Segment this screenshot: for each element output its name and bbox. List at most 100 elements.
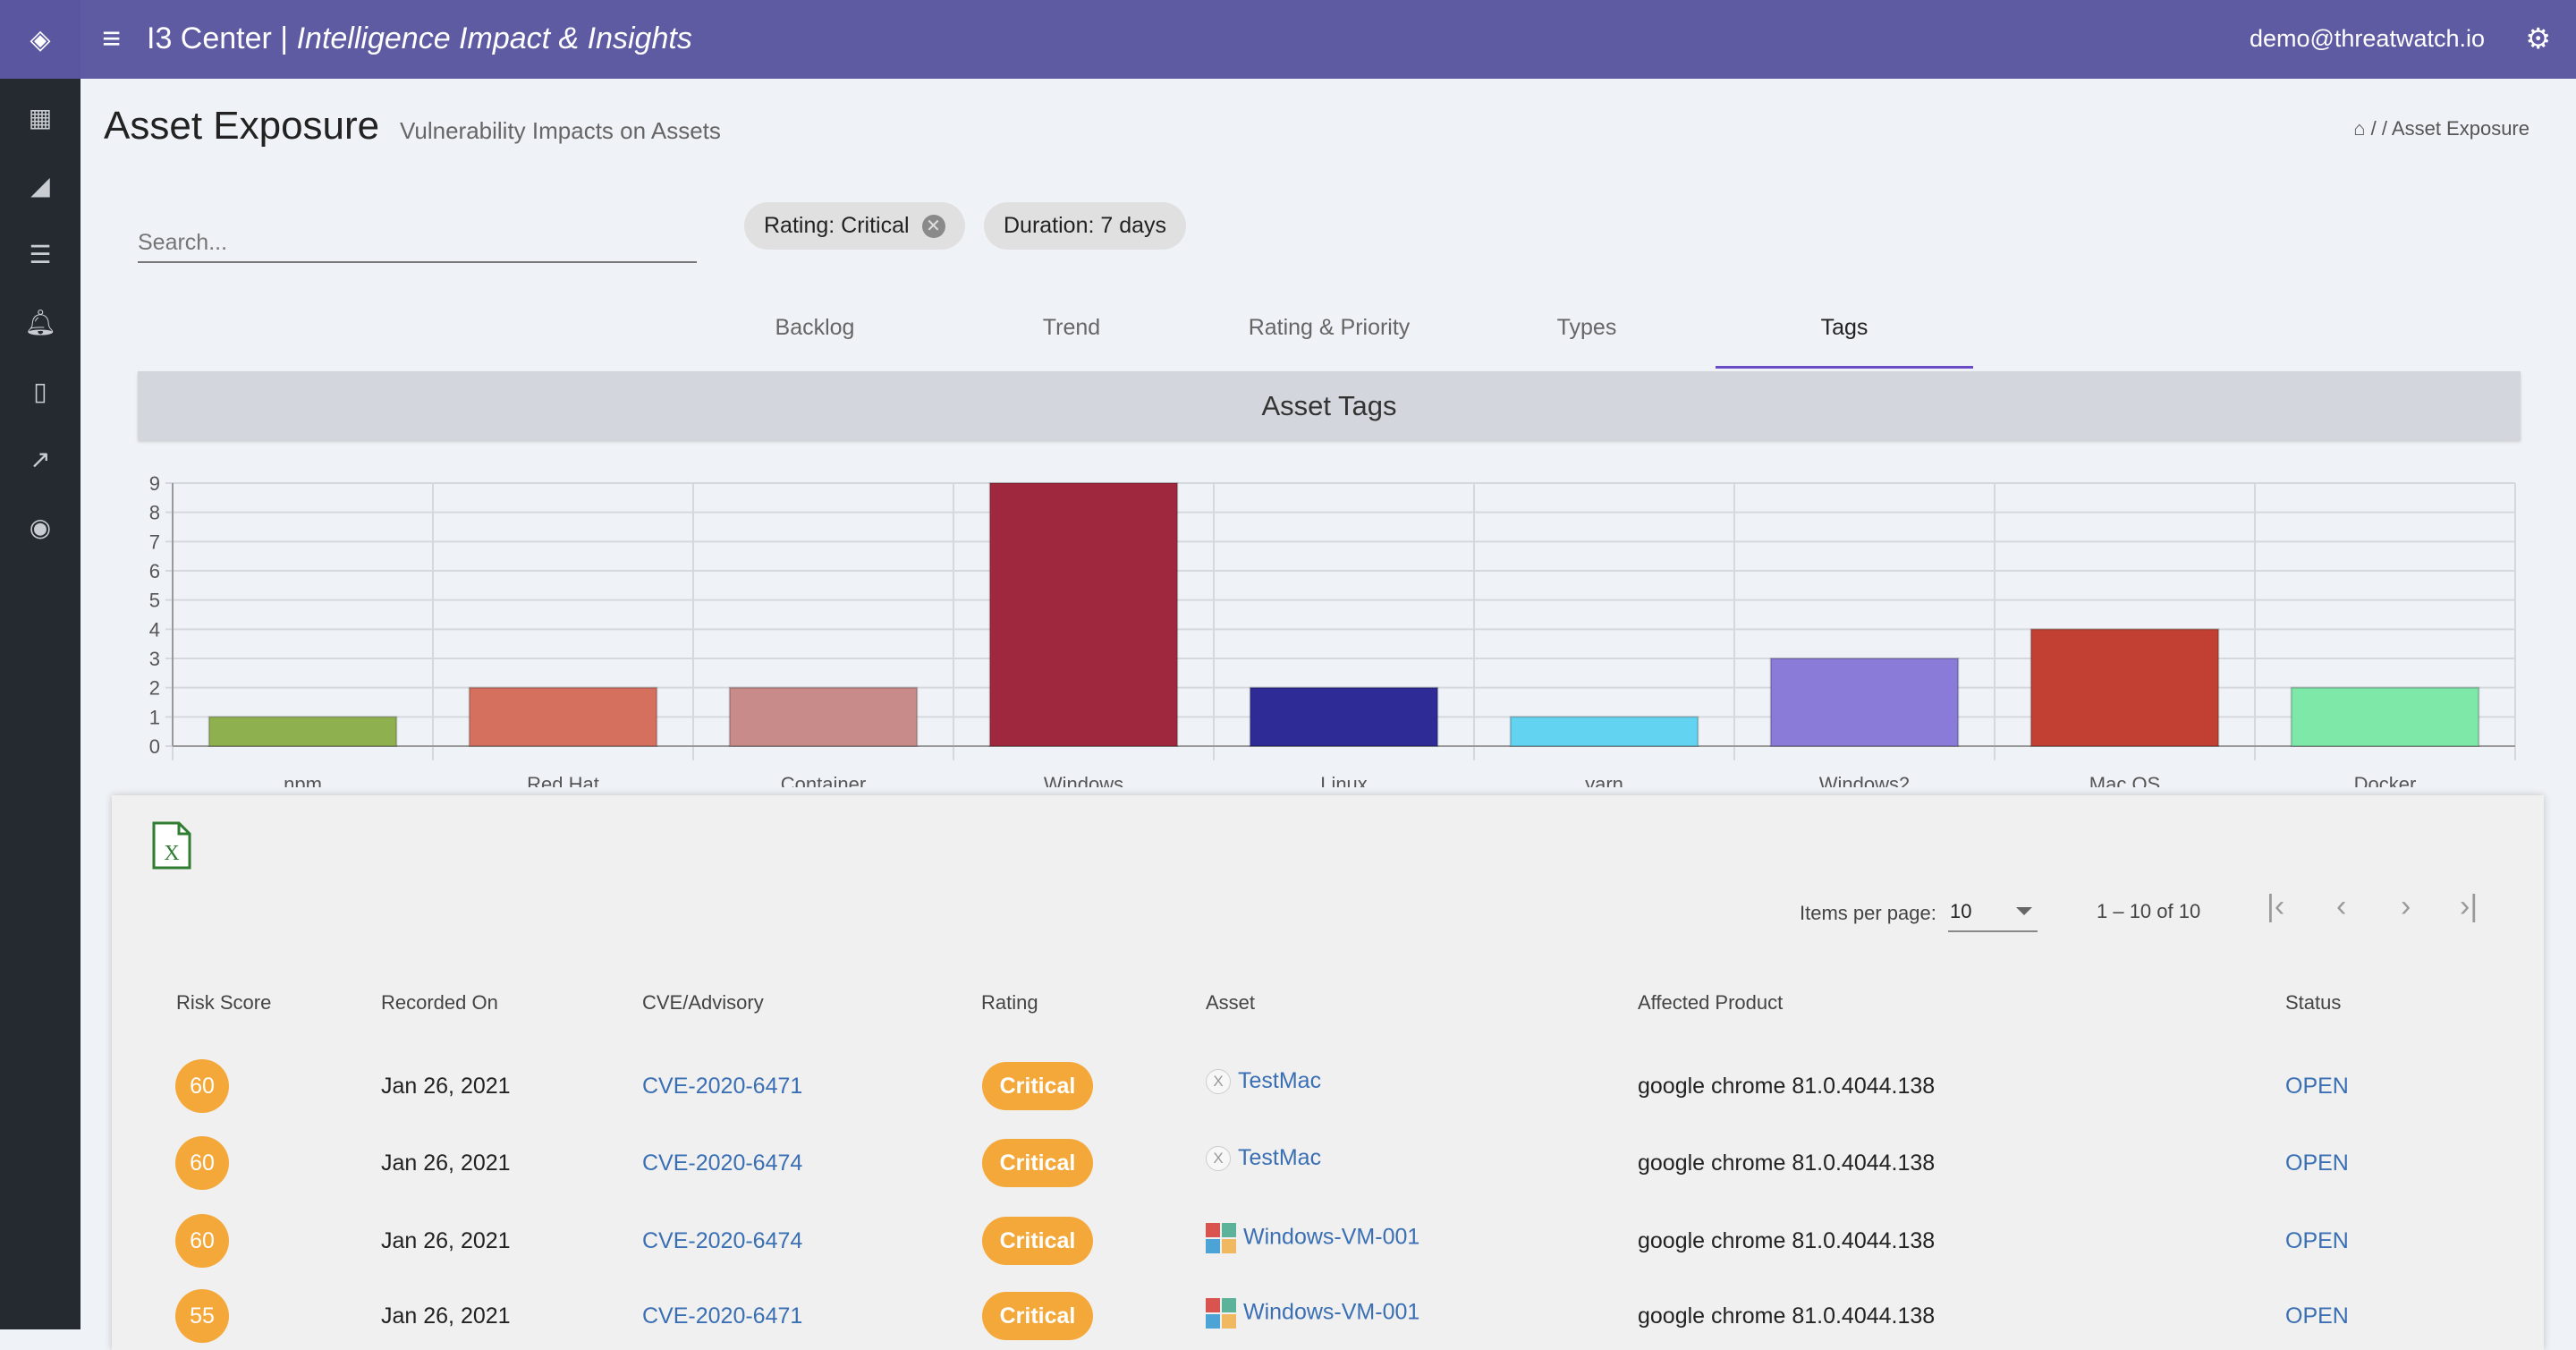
items-per-page-label: Items per page: <box>1800 902 1936 924</box>
sidebar-item-dashboard[interactable]: ▦ <box>0 103 80 132</box>
risk-score-badge: 60 <box>175 1214 229 1268</box>
pagination-range: 1 – 10 of 10 <box>2097 900 2201 922</box>
page-subtitle: Vulnerability Impacts on Assets <box>400 117 721 144</box>
y-tick-label: 4 <box>149 618 160 641</box>
rating-badge: Critical <box>982 1139 1093 1187</box>
y-tick-label: 2 <box>149 677 160 700</box>
risk-score-badge: 60 <box>175 1059 229 1113</box>
remove-filter-icon[interactable]: ✕ <box>921 214 945 238</box>
y-tick-label: 9 <box>149 472 160 495</box>
tab-backlog[interactable]: Backlog <box>775 315 855 340</box>
search-input[interactable] <box>138 224 697 263</box>
tab-types[interactable]: Types <box>1556 315 1617 340</box>
status-link[interactable]: OPEN <box>2285 1303 2349 1329</box>
hamburger-menu-icon[interactable]: ≡ <box>102 20 122 56</box>
recorded-on: Jan 26, 2021 <box>381 1228 511 1253</box>
server-icon: ☰ <box>29 241 52 268</box>
last-page-icon[interactable]: ›| <box>2460 889 2479 923</box>
user-circle-icon: ◉ <box>29 514 52 541</box>
bar-npm <box>208 716 398 748</box>
app-title-sub: Intelligence Impact & Insights <box>296 21 692 55</box>
column-header[interactable]: Status <box>2285 991 2342 1014</box>
asset-link[interactable]: TestMac <box>1238 1145 1322 1170</box>
windows-icon <box>1206 1223 1236 1253</box>
column-header[interactable]: Recorded On <box>381 991 498 1014</box>
asset-link[interactable]: Windows-VM-001 <box>1243 1299 1420 1325</box>
asset-cell: X TestMac <box>1206 1145 1322 1172</box>
windows-icon <box>1206 1298 1236 1329</box>
apple-os-icon: X <box>1206 1146 1231 1172</box>
asset-link[interactable]: Windows-VM-001 <box>1243 1224 1420 1250</box>
filter-chip-label: Duration: 7 days <box>1004 213 1167 238</box>
app-title: I3 Center | Intelligence Impact & Insigh… <box>147 21 692 56</box>
chevron-down-icon <box>2016 907 2032 915</box>
items-per-page-select[interactable]: 10 <box>1948 896 2038 932</box>
bar-linux <box>1249 686 1439 748</box>
bar-yarn <box>1509 716 1699 748</box>
settings-gear-icon[interactable]: ⚙ <box>2525 22 2551 55</box>
rating-badge: Critical <box>982 1292 1093 1340</box>
column-header[interactable]: Affected Product <box>1638 991 1784 1014</box>
risk-score-badge: 55 <box>175 1289 229 1343</box>
y-tick-label: 0 <box>149 735 160 758</box>
app-logo[interactable]: ◈ <box>0 0 80 79</box>
first-page-icon[interactable]: |‹ <box>2267 889 2285 923</box>
apple-os-icon: X <box>1206 1069 1231 1095</box>
affected-product: google chrome 81.0.4044.138 <box>1638 1074 1936 1099</box>
tab-tags[interactable]: Tags <box>1716 315 1973 369</box>
cve-link[interactable]: CVE-2020-6474 <box>642 1150 803 1176</box>
home-icon[interactable]: ⌂ <box>2353 117 2366 140</box>
sidebar-item-external[interactable]: ↗ <box>0 445 80 474</box>
sidebar-item-profile[interactable]: ◉ <box>0 513 80 542</box>
breadcrumb-current: Asset Exposure <box>2391 117 2529 140</box>
risk-score-badge: 60 <box>175 1136 229 1190</box>
area-chart-icon: ◢ <box>30 172 50 200</box>
bar-red-hat <box>468 686 658 748</box>
cve-link[interactable]: CVE-2020-6474 <box>642 1228 803 1253</box>
x-tick-label: Linux <box>1320 773 1368 787</box>
asset-cell: Windows-VM-001 <box>1206 1223 1419 1253</box>
logo-icon: ◈ <box>30 24 51 55</box>
user-email[interactable]: demo@threatwatch.io <box>2249 25 2485 52</box>
column-header[interactable]: Asset <box>1206 991 1256 1014</box>
code-file-icon: ▯ <box>33 378 47 405</box>
sidebar-item-assets[interactable]: ☰ <box>0 240 80 269</box>
column-header[interactable]: CVE/Advisory <box>642 991 764 1014</box>
cve-link[interactable]: CVE-2020-6471 <box>642 1074 803 1099</box>
sidebar-item-alerts[interactable]: 🔔︎ <box>0 308 80 337</box>
status-link[interactable]: OPEN <box>2285 1150 2349 1176</box>
next-page-icon[interactable]: › <box>2401 889 2411 923</box>
filter-chip-rating[interactable]: Rating: Critical ✕ <box>744 202 965 250</box>
bar-windows <box>988 482 1179 747</box>
previous-page-icon[interactable]: ‹ <box>2336 889 2347 923</box>
svg-text:X: X <box>164 842 179 865</box>
bar-container <box>728 686 919 748</box>
grid-icon: ▦ <box>28 104 53 132</box>
vulnerability-table-card <box>112 795 2544 1350</box>
panel-title: Asset Tags <box>138 371 2521 440</box>
x-tick-label: Windows <box>1044 773 1123 787</box>
tab-trend[interactable]: Trend <box>1042 315 1101 340</box>
column-header[interactable]: Rating <box>981 991 1038 1014</box>
sidebar-item-analytics[interactable]: ◢ <box>0 171 80 200</box>
x-tick-label: yarn <box>1585 773 1623 787</box>
y-tick-label: 7 <box>149 531 160 553</box>
tab-rating-priority[interactable]: Rating & Priority <box>1248 315 1411 340</box>
asset-tags-bar-chart: 0 1 2 3 4 5 6 7 8 9 npm Red Hat Container Windows Linu… <box>149 472 2516 787</box>
status-link[interactable]: OPEN <box>2285 1074 2349 1099</box>
cve-link[interactable]: CVE-2020-6471 <box>642 1303 803 1329</box>
y-tick-label: 3 <box>149 648 160 670</box>
recorded-on: Jan 26, 2021 <box>381 1074 511 1099</box>
asset-cell: X TestMac <box>1206 1068 1322 1095</box>
asset-link[interactable]: TestMac <box>1238 1068 1322 1093</box>
column-header[interactable]: Risk Score <box>176 991 272 1014</box>
y-tick-label: 8 <box>149 502 160 524</box>
recorded-on: Jan 26, 2021 <box>381 1303 511 1329</box>
page-title: Asset Exposure <box>104 104 380 148</box>
bell-icon: 🔔︎ <box>24 309 56 336</box>
sidebar-item-reports[interactable]: ▯ <box>0 377 80 406</box>
filter-chip-label: Rating: Critical <box>764 213 910 238</box>
status-link[interactable]: OPEN <box>2285 1228 2349 1253</box>
excel-export-icon[interactable]: X <box>150 821 193 870</box>
filter-chip-duration[interactable]: Duration: 7 days <box>984 202 1187 250</box>
